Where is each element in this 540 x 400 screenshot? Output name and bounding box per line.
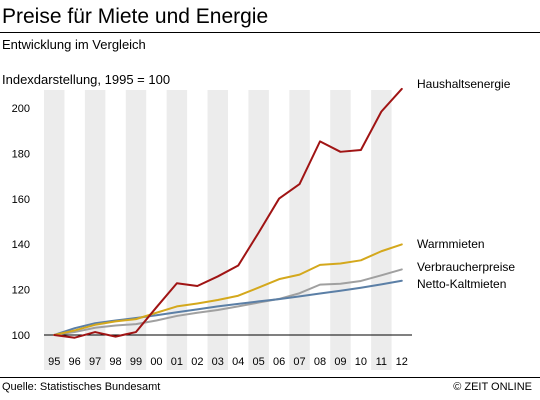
y-tick-label: 140 bbox=[12, 239, 30, 251]
year-band bbox=[125, 90, 147, 370]
chart-title: Preise für Miete und Energie bbox=[2, 5, 269, 28]
x-tick-label: 03 bbox=[212, 356, 224, 368]
y-tick-label: 120 bbox=[12, 285, 30, 297]
y-tick-label: 160 bbox=[12, 194, 30, 206]
year-band bbox=[84, 90, 106, 370]
year-band bbox=[44, 90, 65, 370]
x-tick-label: 97 bbox=[89, 356, 101, 368]
x-tick-label: 05 bbox=[253, 356, 265, 368]
series-line-netto-kaltmieten bbox=[53, 279, 403, 336]
x-tick-label: 04 bbox=[232, 356, 244, 368]
y-tick-label: 100 bbox=[12, 330, 30, 342]
x-tick-label: 02 bbox=[191, 356, 203, 368]
x-tick-label: 96 bbox=[69, 356, 81, 368]
x-tick-label: 12 bbox=[396, 356, 408, 368]
series-label: Haushaltsenergie bbox=[417, 77, 511, 91]
x-tick-label: 11 bbox=[376, 356, 387, 368]
series-line-haushaltsenergie bbox=[53, 87, 403, 339]
series-line-warmmieten bbox=[53, 243, 403, 336]
year-band bbox=[289, 90, 310, 370]
x-tick-label: 99 bbox=[130, 356, 142, 368]
x-tick-label: 06 bbox=[273, 356, 285, 368]
footer-rule bbox=[0, 377, 540, 378]
year-band bbox=[166, 90, 188, 370]
series-label: Netto-Kaltmieten bbox=[417, 277, 506, 291]
credit-note: © ZEIT ONLINE bbox=[453, 381, 532, 393]
chart-subtitle: Entwicklung im Vergleich bbox=[2, 37, 146, 52]
x-tick-label: 10 bbox=[355, 356, 367, 368]
year-band bbox=[371, 90, 392, 370]
x-tick-label: 95 bbox=[48, 356, 60, 368]
series-line-verbraucherpreise bbox=[53, 268, 403, 336]
year-band bbox=[248, 90, 269, 370]
x-tick-label: 08 bbox=[314, 356, 326, 368]
x-tick-label: 01 bbox=[171, 356, 183, 368]
title-rule bbox=[0, 32, 540, 33]
source-note: Quelle: Statistisches Bundesamt bbox=[2, 381, 161, 393]
series-label: Verbraucherpreise bbox=[417, 260, 515, 274]
x-tick-label: 09 bbox=[334, 356, 346, 368]
y-tick-label: 180 bbox=[12, 148, 30, 160]
y-tick-label: 200 bbox=[12, 103, 30, 115]
series-label: Warmmieten bbox=[417, 237, 485, 251]
x-tick-label: 00 bbox=[150, 356, 162, 368]
x-tick-label: 98 bbox=[109, 356, 121, 368]
x-tick-label: 07 bbox=[293, 356, 305, 368]
year-band bbox=[330, 90, 351, 370]
year-band bbox=[207, 90, 228, 370]
index-note: Indexdarstellung, 1995 = 100 bbox=[2, 72, 171, 87]
